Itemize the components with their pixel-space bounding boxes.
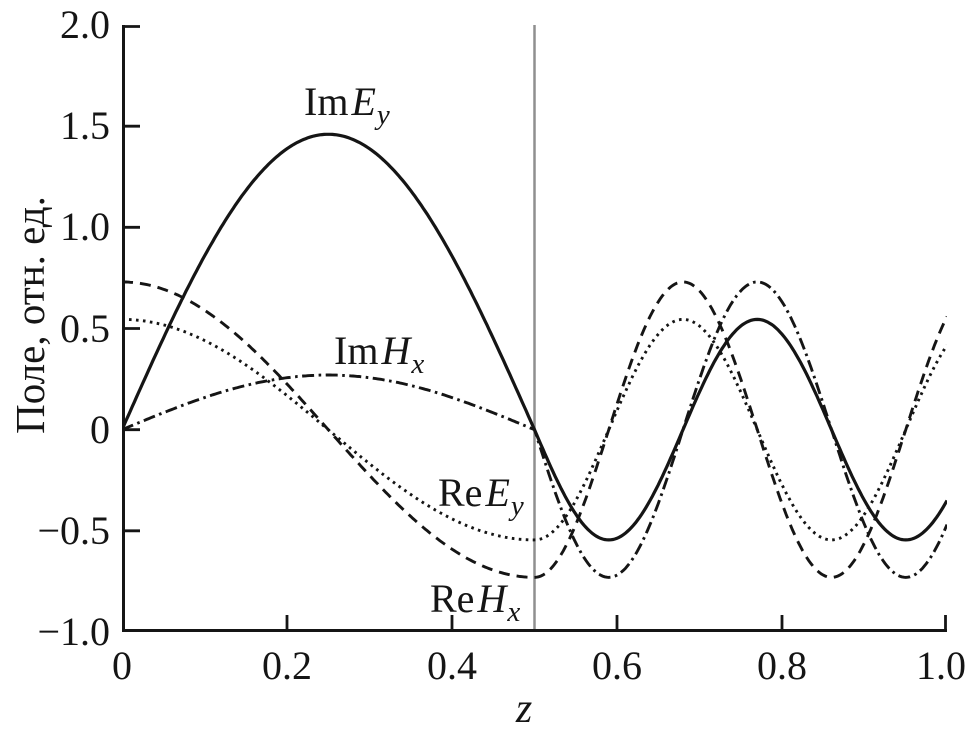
y-tick-label: 0.5 — [60, 306, 110, 351]
y-tick-label: −0.5 — [37, 508, 110, 553]
x-axis-title: z — [515, 686, 533, 732]
curve-re-ey — [122, 317, 947, 542]
y-tick-label: 0 — [90, 407, 110, 452]
curve-label-prefix: Im — [304, 79, 349, 124]
curve-label-prefix: Re — [430, 576, 475, 621]
curve-label-symbol: E — [351, 79, 376, 124]
x-tick-label: 0.4 — [427, 643, 477, 688]
y-tick-label: 1.5 — [60, 103, 110, 148]
y-tick-label: 1.0 — [60, 204, 110, 249]
y-tick-label: 2.0 — [60, 2, 110, 47]
x-tick-label: 0.2 — [262, 643, 312, 688]
plot-area — [122, 25, 947, 632]
x-tick-label: 0 — [112, 643, 132, 688]
curve-label-re-ey: ReEy — [438, 470, 524, 529]
curve-label-symbol: H — [381, 328, 411, 373]
curve-label-subscript: y — [376, 99, 390, 131]
curve-label-symbol: E — [485, 470, 510, 515]
curve-label-prefix: Im — [334, 328, 379, 373]
curve-label-subscript: x — [507, 596, 521, 628]
curve-label-subscript: y — [510, 490, 524, 522]
curve-re-hx — [122, 280, 947, 579]
curve-label-symbol: H — [477, 576, 507, 621]
plot-canvas — [122, 25, 947, 632]
curve-im-ey — [122, 132, 947, 542]
x-tick-label: 0.6 — [592, 643, 642, 688]
x-tick-label: 1.0 — [916, 643, 966, 688]
curve-label-im-hx: ImHx — [334, 328, 424, 387]
curve-label-re-hx: ReHx — [430, 576, 520, 635]
curve-label-im-ey: ImEy — [304, 79, 390, 138]
y-tick-label: −1.0 — [37, 609, 110, 654]
curve-label-prefix: Re — [438, 470, 483, 515]
curve-label-subscript: x — [411, 348, 425, 380]
x-tick-label: 0.8 — [757, 643, 807, 688]
